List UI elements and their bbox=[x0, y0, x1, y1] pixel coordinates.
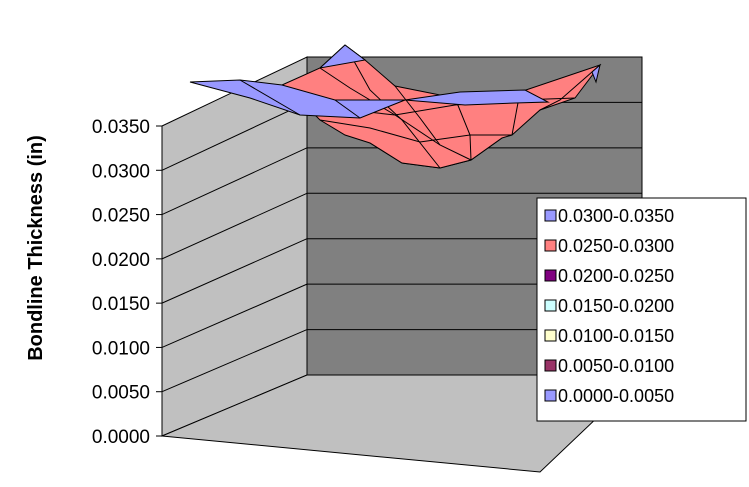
y-tick-label: 0.0300 bbox=[92, 161, 150, 182]
legend-swatch bbox=[544, 389, 557, 402]
legend-label: 0.0050-0.0100 bbox=[558, 356, 674, 376]
legend: 0.0300-0.0350 0.0250-0.0300 0.0200-0.0250 0… bbox=[536, 197, 747, 422]
legend-label: 0.0150-0.0200 bbox=[558, 296, 674, 316]
y-axis-title: Bondline Thickness (in) bbox=[25, 135, 47, 361]
legend-swatch bbox=[544, 359, 557, 372]
legend-box bbox=[536, 197, 747, 422]
surface-mesh-line bbox=[334, 99, 361, 119]
surface-mesh-line bbox=[454, 97, 472, 161]
surface-mesh-line bbox=[394, 85, 441, 146]
surface-mesh-line bbox=[319, 119, 512, 143]
legend-label: 0.0100-0.0150 bbox=[558, 326, 674, 346]
y-tick-label: 0.0200 bbox=[92, 250, 150, 271]
gridline-side bbox=[161, 329, 308, 393]
y-tick-label: 0.0250 bbox=[92, 206, 150, 227]
y-tick-label: 0.0050 bbox=[92, 383, 150, 404]
surface-mesh-line bbox=[539, 64, 601, 111]
y-tick-label: 0.0150 bbox=[92, 294, 150, 315]
surface-bowl bbox=[281, 44, 602, 169]
gridline-side bbox=[161, 101, 308, 171]
surface-rim-peak bbox=[318, 44, 367, 69]
side-wall bbox=[161, 56, 308, 437]
legend-swatch bbox=[544, 209, 557, 222]
y-axis-ticks: 0.0000 0.0050 0.0100 0.0150 0.0200 0.0250 0.03… bbox=[92, 117, 162, 448]
legend-label: 0.0250-0.0300 bbox=[558, 236, 674, 256]
legend-label: 0.0200-0.0250 bbox=[558, 266, 674, 286]
gridline-side bbox=[161, 192, 308, 260]
surface-rim-right bbox=[404, 89, 550, 106]
legend-swatch bbox=[544, 329, 557, 342]
legend-label: 0.0300-0.0350 bbox=[558, 206, 674, 226]
legend-swatch bbox=[544, 299, 557, 312]
legend-swatch bbox=[544, 269, 557, 282]
surface-plot bbox=[189, 44, 602, 169]
surface-rim-tip bbox=[591, 63, 601, 84]
gridline-side bbox=[161, 238, 308, 304]
gridline-side bbox=[161, 283, 308, 348]
gridline-side bbox=[161, 147, 308, 216]
legend-swatch bbox=[544, 239, 557, 252]
surface-mesh-line bbox=[239, 79, 301, 116]
legend-label: 0.0000-0.0050 bbox=[558, 386, 674, 406]
y-tick-label: 0.0350 bbox=[92, 117, 150, 138]
y-tick-label: 0.0000 bbox=[92, 427, 150, 448]
y-tick-label: 0.0100 bbox=[92, 338, 150, 359]
